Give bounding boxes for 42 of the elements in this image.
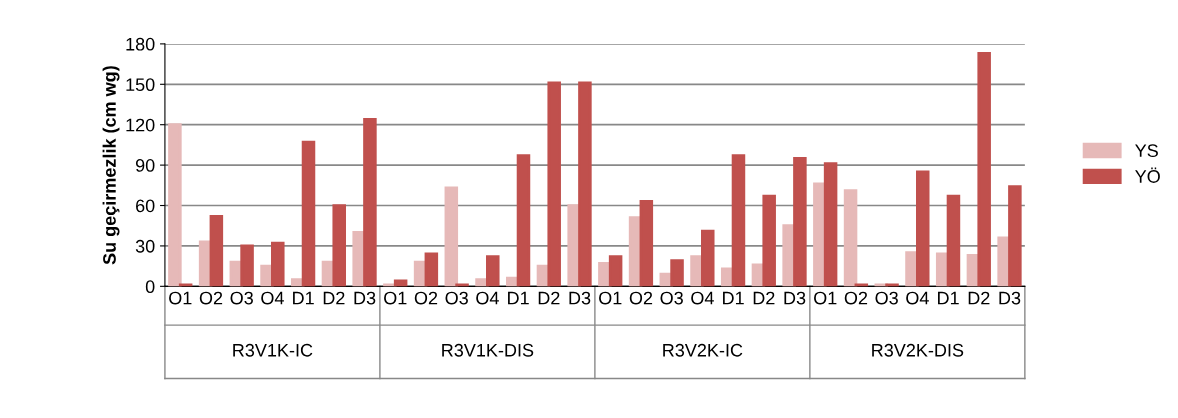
x-tick-label: O3: [230, 291, 253, 305]
x-tick-label: D3: [784, 291, 806, 305]
x-tick-label: O3: [445, 291, 468, 305]
y-axis-title: Su geçirmezlik (cm wg): [102, 66, 120, 265]
x-tick-label: O1: [384, 291, 407, 305]
x-tick-label: O2: [629, 291, 653, 305]
x-tick-label: O4: [261, 291, 284, 305]
x-tick-label: O3: [875, 291, 898, 305]
x-tick-label: O2: [199, 291, 223, 305]
x-tick-label: O4: [906, 291, 929, 305]
x-tick-label: D2: [538, 291, 560, 305]
legend-label: YS: [1135, 144, 1158, 158]
y-tick-label: 180: [126, 37, 155, 51]
y-tick-label: 60: [136, 199, 155, 213]
x-tick-label: D3: [354, 291, 376, 305]
x-tick-label: O1: [169, 291, 192, 305]
text: R3V2K-DIS: [872, 343, 964, 357]
x-tick-label: D2: [968, 291, 990, 305]
text: R3V1K-DIS: [442, 343, 534, 357]
x-tick-label: O4: [691, 291, 714, 305]
x-tick-label: D3: [999, 291, 1021, 305]
x-tick-label: O2: [844, 291, 868, 305]
y-tick-label: 120: [126, 118, 155, 132]
x-tick-label: D1: [508, 291, 529, 305]
y-tick-label: 30: [135, 239, 155, 253]
y-tick-label: 90: [135, 159, 155, 172]
x-tick-label: D3: [569, 291, 591, 305]
x-tick-label: D1: [938, 291, 959, 305]
x-tick-label: D2: [323, 291, 345, 305]
y-tick-label: 150: [126, 78, 155, 92]
text: R3V1K-IC: [233, 343, 313, 357]
y-tick-label: 0: [145, 280, 155, 294]
legend-label: YÖ: [1135, 167, 1160, 183]
x-tick-label: O3: [660, 291, 683, 305]
x-tick-label: O1: [814, 291, 837, 305]
x-tick-label: O4: [476, 291, 499, 305]
x-tick-label: O2: [414, 291, 438, 305]
x-tick-label: O1: [599, 291, 622, 305]
x-tick-label: D1: [293, 291, 314, 305]
text: R3V2K-IC: [663, 343, 743, 357]
x-tick-label: D1: [723, 291, 744, 305]
x-tick-label: D2: [753, 291, 775, 305]
